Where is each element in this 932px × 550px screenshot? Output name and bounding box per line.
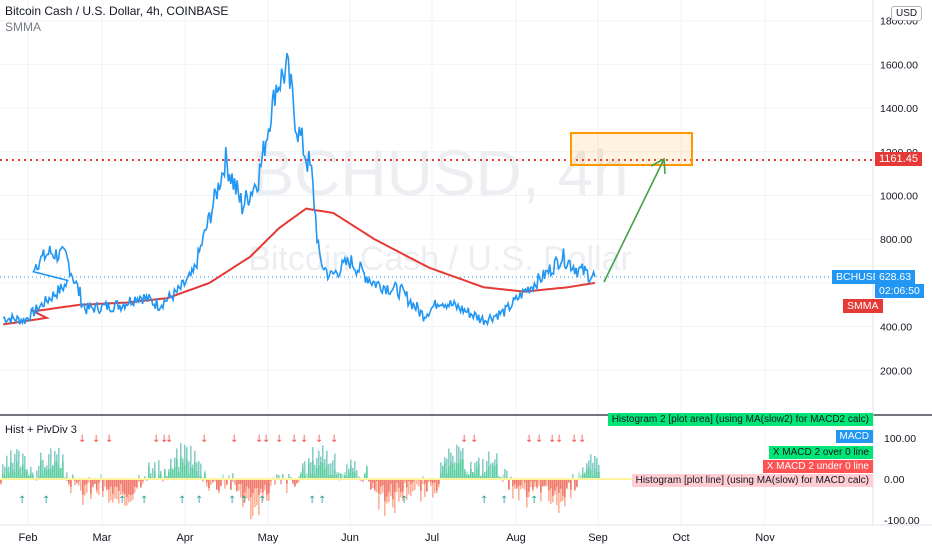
pivot-down-arrow: ↓ <box>570 434 578 445</box>
last-price-tag: 628.63 <box>875 270 916 284</box>
time-tick-label: Oct <box>672 532 689 544</box>
price-tick-label: 800.00 <box>880 234 912 246</box>
pivot-up-arrow: ↑ <box>240 495 248 506</box>
indicator-label-smma[interactable]: SMMA <box>5 20 41 34</box>
target-rectangle[interactable] <box>570 132 693 166</box>
pivot-down-arrow: ↓ <box>92 434 100 445</box>
price-tick-label: 1000.00 <box>880 191 918 203</box>
smma-price-tag: SMMA <box>843 299 883 313</box>
pivot-down-arrow: ↓ <box>200 434 208 445</box>
price-series-line <box>2 52 596 327</box>
sub-pane-histogram <box>0 443 600 520</box>
time-tick-label: May <box>258 532 279 544</box>
time-tick-label: Sep <box>588 532 608 544</box>
pivot-up-arrow: ↑ <box>195 495 203 506</box>
pivot-up-arrow: ↑ <box>118 495 126 506</box>
pivot-down-arrow: ↓ <box>255 434 263 445</box>
pivot-down-arrow: ↓ <box>230 434 238 445</box>
pivot-down-arrow: ↓ <box>460 434 468 445</box>
symbol-tag: BCHUSD <box>832 270 885 284</box>
pivot-down-arrow: ↓ <box>165 434 173 445</box>
pivot-down-arrow: ↓ <box>330 434 338 445</box>
sub-tick-label: -100.00 <box>884 515 920 527</box>
time-axis[interactable]: Feb Mar Apr May Jun Jul Aug Sep Oct Nov <box>19 532 776 544</box>
pivot-down-arrow: ↓ <box>535 434 543 445</box>
time-tick-label: Nov <box>755 532 775 544</box>
price-tick-label: 1400.00 <box>880 103 918 115</box>
level-price-tag: 1161.45 <box>875 152 922 166</box>
time-tick-label: Jul <box>425 532 439 544</box>
hist2-legend-tag: Histogram 2 [plot area] (using MA(slow2)… <box>607 413 873 426</box>
pivot-up-arrow: ↑ <box>258 495 266 506</box>
pivot-up-arrow: ↑ <box>500 495 508 506</box>
pivot-down-arrow: ↓ <box>315 434 323 445</box>
pivot-down-arrow: ↓ <box>300 434 308 445</box>
price-axis[interactable]: 1800.001600.001400.001200.001000.00800.0… <box>880 16 918 378</box>
pivot-down-arrow: ↓ <box>578 434 586 445</box>
pivot-down-arrow: ↓ <box>152 434 160 445</box>
pivot-up-arrow: ↑ <box>42 495 50 506</box>
time-tick-label: Apr <box>176 532 193 544</box>
pivot-up-arrow: ↑ <box>530 495 538 506</box>
pivot-down-arrow: ↓ <box>470 434 478 445</box>
currency-button[interactable]: USD <box>891 6 923 21</box>
pivot-up-arrow: ↑ <box>140 495 148 506</box>
price-tick-label: 200.00 <box>880 365 912 377</box>
pivot-up-arrow: ↑ <box>228 495 236 506</box>
pivot-down-arrow: ↓ <box>525 434 533 445</box>
time-tick-label: Jun <box>341 532 359 544</box>
sub-pane-axis[interactable]: 100.00 0.00 -100.00 <box>884 433 920 527</box>
time-tick-label: Feb <box>19 532 38 544</box>
pivot-down-arrow: ↓ <box>105 434 113 445</box>
pivot-up-arrow: ↑ <box>400 495 408 506</box>
pivot-up-arrow: ↑ <box>308 495 316 506</box>
pivot-down-arrow: ↓ <box>555 434 563 445</box>
pivot-down-arrow: ↓ <box>262 434 270 445</box>
pivot-up-arrow: ↑ <box>318 495 326 506</box>
hist-legend-tag: Histogram [plot line] (using MA(slow) fo… <box>631 474 873 487</box>
pivot-down-arrow: ↓ <box>548 434 556 445</box>
sub-tick-label: 0.00 <box>884 474 905 486</box>
price-tick-label: 1600.00 <box>880 59 918 71</box>
time-tick-label: Aug <box>506 532 526 544</box>
sub-tick-label: 100.00 <box>884 433 916 445</box>
chart-title[interactable]: Bitcoin Cash / U.S. Dollar, 4h, COINBASE <box>5 4 229 18</box>
pivot-up-arrow: ↑ <box>18 495 26 506</box>
pivot-down-arrow: ↓ <box>160 434 168 445</box>
macd-over-legend-tag: X MACD 2 over 0 line <box>768 446 873 459</box>
pivot-arrows: ↓ ↓ ↓ ↓ ↓↓ ↓ ↓ ↓↓ ↓ ↓ ↓ ↓ ↓ ↓ ↓ ↓ ↓ ↓↓ ↓ ↓↑ ↑ ↑ ↑ ↑ ↑ ↑ ↑ ↑ ↑ ↑ ↑ ↑ ↑ ↑ <box>18 434 586 506</box>
macd-under-legend-tag: X MACD 2 under 0 line <box>762 460 873 473</box>
price-tick-label: 400.00 <box>880 322 912 334</box>
time-tick-label: Mar <box>93 532 112 544</box>
pivot-down-arrow: ↓ <box>78 434 86 445</box>
projection-arrow[interactable] <box>603 158 665 283</box>
sub-pane-title[interactable]: Hist + PivDiv 3 <box>5 424 77 436</box>
pivot-up-arrow: ↑ <box>480 495 488 506</box>
projection-arrow-head <box>650 157 666 175</box>
countdown-tag: 02:06:50 <box>875 284 924 298</box>
pivot-down-arrow: ↓ <box>275 434 283 445</box>
macd-legend-tag: MACD <box>835 430 873 443</box>
pivot-down-arrow: ↓ <box>290 434 298 445</box>
pivot-up-arrow: ↑ <box>178 495 186 506</box>
